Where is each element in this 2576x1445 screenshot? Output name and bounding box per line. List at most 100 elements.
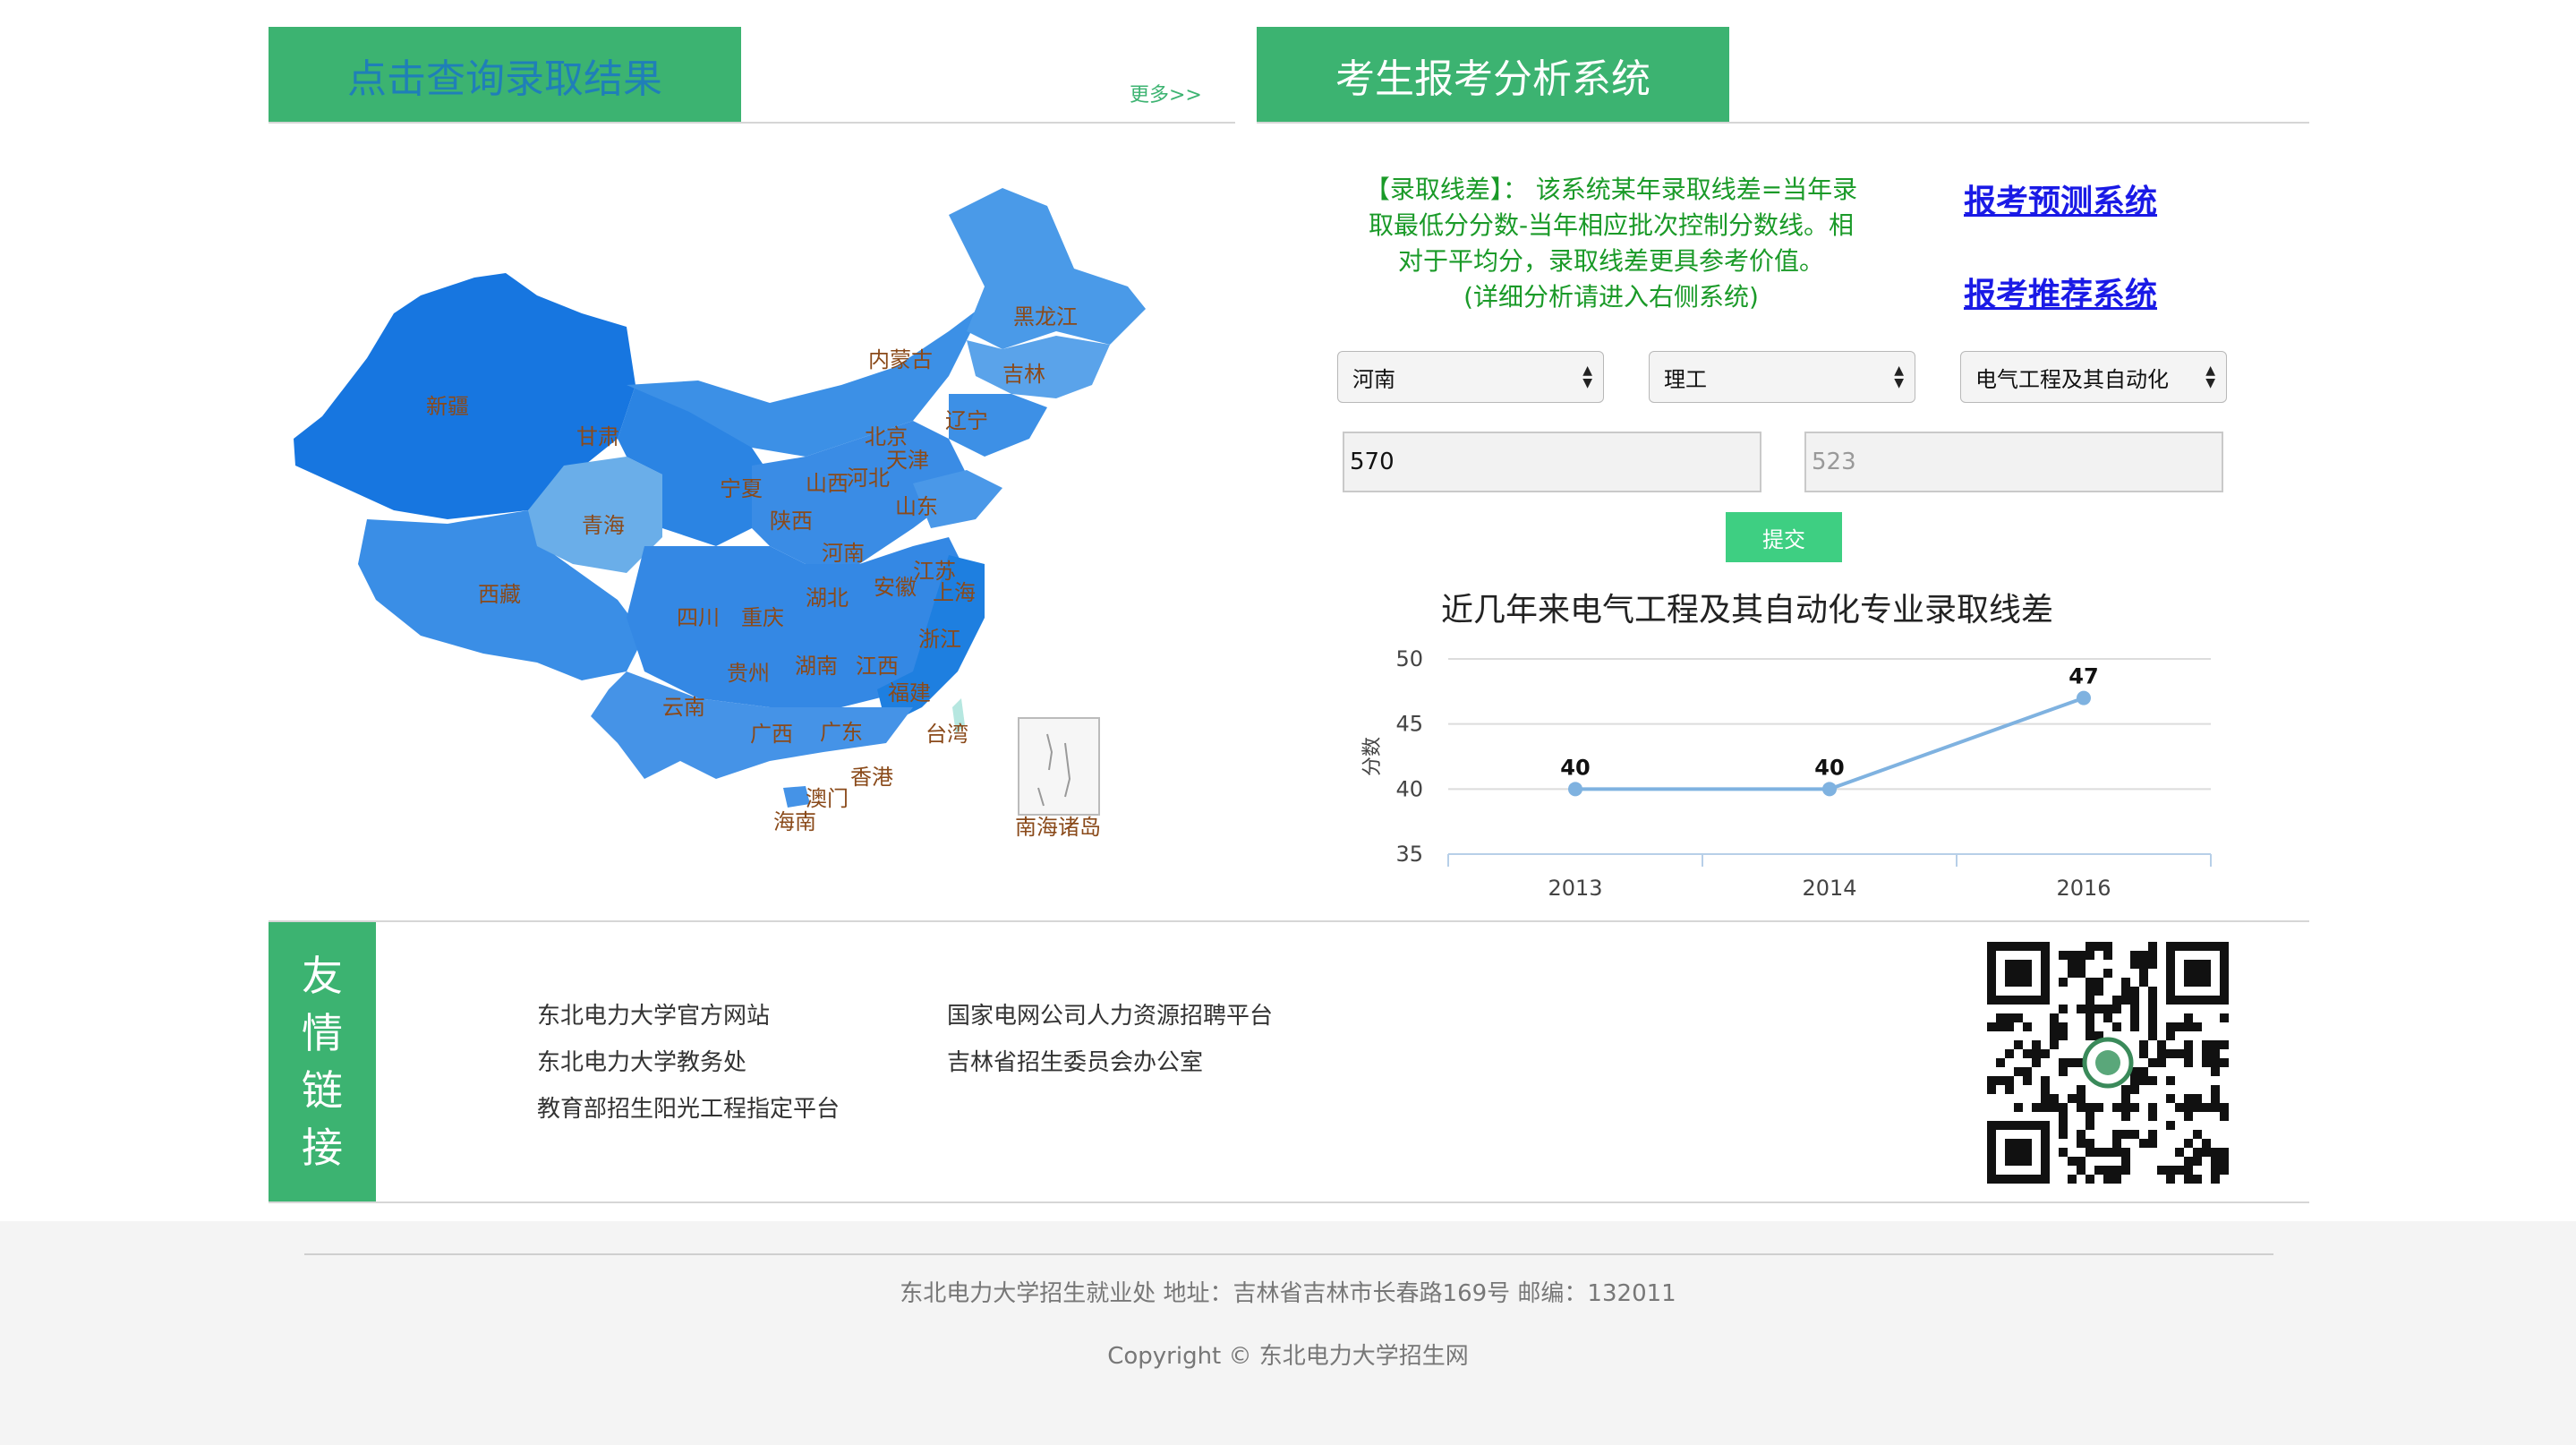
qr-module — [2166, 1031, 2175, 1040]
qr-module — [1996, 1013, 2005, 1022]
qr-module — [2220, 1013, 2229, 1022]
more-link[interactable]: 更多>> — [1130, 84, 1202, 107]
qr-module — [2184, 1022, 2193, 1031]
qr-module — [2103, 1148, 2112, 1157]
recommend-system-link[interactable]: 报考推荐系统 — [1964, 277, 2158, 313]
qr-module — [2077, 1103, 2086, 1112]
chart-y-tick-label: 50 — [1395, 646, 1423, 671]
results-query-header[interactable]: 点击查询录取结果 — [269, 27, 741, 124]
qr-module — [2211, 1040, 2220, 1049]
qr-module — [2077, 1139, 2086, 1148]
province-north-central[interactable] — [752, 421, 967, 564]
qr-module — [2094, 987, 2103, 996]
qr-module — [2014, 1067, 2023, 1076]
qr-module — [2094, 1031, 2103, 1040]
qr-module — [2068, 1094, 2077, 1103]
qr-module — [2032, 1103, 2041, 1112]
qr-module — [1987, 1022, 1996, 1031]
map-label: 上海 — [933, 580, 976, 605]
qr-module — [2166, 1049, 2175, 1058]
qr-module — [2193, 1094, 2202, 1103]
predict-system-link[interactable]: 报考预测系统 — [1964, 184, 2158, 220]
qr-module — [2184, 1013, 2193, 1022]
score-input[interactable]: 570 — [1343, 432, 1761, 492]
qr-module — [2193, 1157, 2202, 1166]
province-shandong[interactable] — [913, 470, 1002, 528]
qr-module — [2005, 1085, 2014, 1094]
right-header-divider — [1257, 122, 2309, 124]
chart-x-tick-label: 2016 — [2056, 876, 2111, 901]
qr-module — [2094, 1148, 2103, 1157]
qr-module — [2086, 1175, 2094, 1184]
qr-module — [2148, 996, 2157, 1005]
friend-title-char: 接 — [302, 1124, 343, 1172]
province-south[interactable] — [591, 671, 913, 779]
qr-module — [2068, 1058, 2077, 1067]
footer-copyright: Copyright © 东北电力大学招生网 — [1107, 1343, 1469, 1370]
qr-module — [2121, 978, 2130, 987]
province-central[interactable] — [627, 537, 976, 707]
qr-module — [2103, 1166, 2112, 1175]
qr-module — [2032, 1058, 2041, 1067]
qr-module — [2157, 1058, 2166, 1067]
qr-module — [2068, 1157, 2077, 1166]
analysis-description: 【录取线差】： 该系统某年录取线差=当年录 取最低分分数-当年相应批次控制分数线… — [1343, 172, 1880, 315]
qr-module — [2148, 1005, 2157, 1013]
friend-link-neepu-official[interactable]: 东北电力大学官方网站 — [537, 1003, 771, 1030]
qr-module — [2211, 1067, 2220, 1076]
qr-module — [2202, 1139, 2211, 1148]
province-hainan[interactable] — [783, 786, 810, 808]
map-label: 内蒙古 — [868, 347, 933, 372]
friend-link-neepu-academic[interactable]: 东北电力大学教务处 — [537, 1049, 747, 1076]
province-select[interactable]: 河南 ▲ ▼ — [1337, 351, 1604, 403]
qr-module — [2032, 1040, 2041, 1049]
qr-module — [2121, 987, 2130, 996]
major-select[interactable]: 电气工程及其自动化 ▲ ▼ — [1960, 351, 2227, 403]
qr-module — [2077, 951, 2086, 960]
friend-link-state-grid[interactable]: 国家电网公司人力资源招聘平台 — [947, 1003, 1274, 1030]
qr-module — [2103, 1005, 2112, 1013]
qr-module — [2086, 1121, 2094, 1130]
qr-module — [2166, 1094, 2175, 1103]
friend-link-sunshine-platform[interactable]: 教育部招生阳光工程指定平台 — [537, 1096, 840, 1123]
chart-point — [1568, 782, 1582, 797]
province-heilongjiang[interactable] — [949, 188, 1146, 349]
china-map[interactable]: 新疆 甘肃 青海 西藏 内蒙古 黑龙江 吉林 辽宁 北京 天津 河北 山西 宁夏… — [269, 170, 1164, 868]
province-jilin[interactable] — [967, 336, 1110, 398]
qr-module — [2050, 1022, 2059, 1031]
qr-module — [2139, 1049, 2148, 1058]
province-qinghai[interactable] — [528, 457, 662, 573]
qr-module — [2059, 1067, 2068, 1076]
map-label: 香港 — [850, 765, 893, 790]
qr-logo-center — [2095, 1050, 2120, 1075]
control-line-input[interactable]: 523 — [1804, 432, 2223, 492]
province-southeast[interactable] — [877, 555, 985, 725]
map-label: 河北 — [847, 466, 890, 491]
province-liaoning[interactable] — [949, 394, 1047, 457]
qr-module — [2148, 1058, 2157, 1067]
qr-module — [2121, 1112, 2130, 1121]
qr-module — [2184, 1157, 2193, 1166]
qr-module — [2041, 1103, 2050, 1112]
map-label: 吉林 — [1002, 362, 1045, 387]
province-xinjiang[interactable] — [294, 273, 635, 519]
map-label: 山东 — [895, 494, 938, 519]
province-xizang[interactable] — [358, 510, 644, 680]
friends-top-divider — [269, 920, 2309, 922]
south-china-sea-inset[interactable] — [1018, 717, 1100, 816]
province-neimenggu[interactable] — [627, 304, 985, 457]
qr-module — [2139, 969, 2148, 978]
friend-link-jilin-admissions[interactable]: 吉林省招生委员会办公室 — [947, 1049, 1204, 1076]
qr-module — [2068, 960, 2077, 969]
submit-button[interactable]: 提交 — [1726, 512, 1842, 562]
qr-module — [2148, 951, 2157, 960]
map-label: 北京 — [865, 424, 908, 449]
qr-module — [2103, 1013, 2112, 1022]
qr-module — [2157, 1049, 2166, 1058]
qr-module — [2130, 1067, 2139, 1076]
qr-module — [2184, 1139, 2193, 1148]
province-taiwan[interactable] — [952, 698, 965, 734]
analysis-line: 对于平均分，录取线差更具参考价值。 — [1397, 246, 1824, 276]
qr-module — [2130, 1013, 2139, 1022]
subject-type-select[interactable]: 理工 ▲ ▼ — [1649, 351, 1915, 403]
